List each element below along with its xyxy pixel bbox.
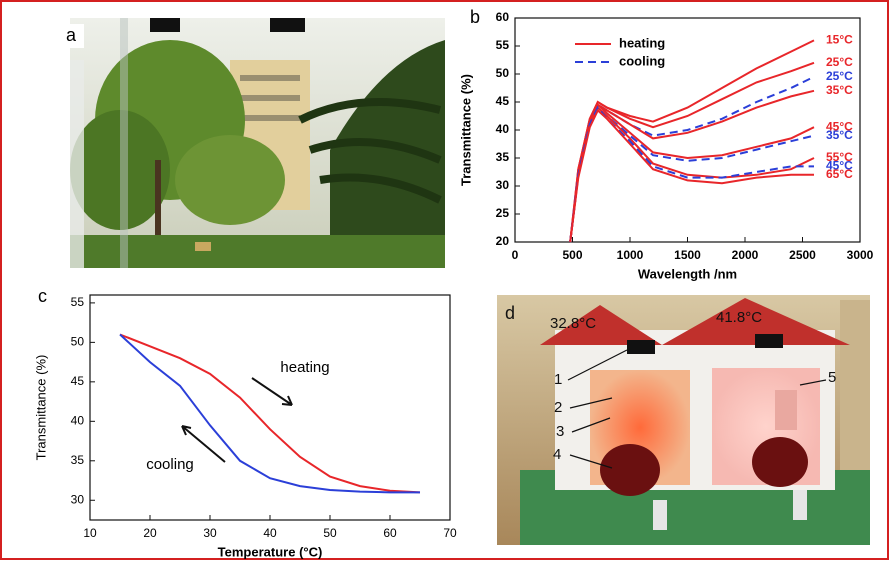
- legend-label: heating: [619, 35, 665, 50]
- y-axis-title: Transmittance (%): [458, 74, 473, 186]
- callout: 5: [828, 369, 836, 386]
- y-axis-title: Transmittance (%): [33, 355, 48, 461]
- x-tick-label: 3000: [847, 248, 874, 262]
- y-tick-label: 35: [71, 453, 85, 467]
- legend-label: cooling: [619, 53, 665, 68]
- x-tick-label: 2000: [732, 248, 759, 262]
- curve-label: 45°C: [826, 159, 853, 173]
- x-tick-label: 10: [83, 526, 97, 540]
- x-tick-label: 20: [143, 526, 157, 540]
- curve-label: 35°C: [826, 83, 853, 97]
- y-tick-label: 50: [71, 335, 85, 349]
- series-line: [569, 61, 815, 243]
- callout: 3: [556, 423, 564, 440]
- photo-a: a: [56, 18, 445, 268]
- curve-label: 55°C: [826, 150, 853, 164]
- panel-label: b: [470, 7, 480, 27]
- y-tick-label: 40: [496, 122, 510, 136]
- y-tick-label: 20: [496, 234, 510, 248]
- curve-label: 25°C: [826, 69, 853, 83]
- callout: 4: [553, 446, 561, 463]
- x-tick-label: 500: [562, 248, 582, 262]
- photo-d: d 32.8°C 41.8°C 1 2 3 4 5: [497, 295, 870, 545]
- annotation: heating: [280, 359, 329, 376]
- reading: 41.8°C: [716, 309, 762, 326]
- y-tick-label: 50: [496, 66, 510, 80]
- y-tick-label: 45: [71, 374, 85, 388]
- curve-label: 45°C: [826, 119, 853, 133]
- y-tick-label: 40: [71, 413, 85, 427]
- y-tick-label: 30: [496, 178, 510, 192]
- x-tick-label: 70: [443, 526, 457, 540]
- curve-label: 35°C: [826, 128, 853, 142]
- plot-frame: [89, 294, 451, 521]
- y-tick-label: 45: [496, 94, 510, 108]
- annotation: cooling: [146, 456, 194, 473]
- panel-label: a: [66, 25, 77, 45]
- callout: 1: [554, 371, 562, 388]
- arrow: [251, 377, 293, 406]
- panel-label: c: [38, 286, 47, 306]
- callout: 2: [554, 399, 562, 416]
- series-line: [569, 108, 814, 243]
- x-tick-label: 40: [263, 526, 277, 540]
- x-axis-title: Temperature (°C): [218, 544, 323, 559]
- y-tick-label: 60: [496, 10, 510, 24]
- series-line: [569, 105, 815, 243]
- x-tick-label: 1500: [674, 248, 701, 262]
- x-axis-title: Wavelength /nm: [638, 266, 737, 281]
- y-tick-label: 35: [496, 150, 510, 164]
- x-tick-label: 30: [203, 526, 217, 540]
- y-tick-label: 25: [496, 206, 510, 220]
- x-tick-label: 2500: [789, 248, 816, 262]
- x-tick-label: 50: [323, 526, 337, 540]
- x-tick-label: 0: [512, 248, 519, 262]
- y-tick-label: 55: [496, 38, 510, 52]
- curve-label: 25°C: [826, 55, 853, 69]
- arrow: [181, 425, 226, 463]
- reading: 32.8°C: [550, 315, 596, 332]
- x-tick-label: 1000: [617, 248, 644, 262]
- y-tick-label: 30: [71, 492, 85, 506]
- curve-label: 15°C: [826, 33, 853, 47]
- panel-label: d: [505, 303, 515, 323]
- curve-label: 65°C: [826, 167, 853, 181]
- series-line: [119, 333, 421, 494]
- series-line: [119, 333, 420, 494]
- series-line: [569, 103, 815, 243]
- x-tick-label: 60: [383, 526, 397, 540]
- series-line: [569, 75, 815, 243]
- y-tick-label: 55: [71, 295, 85, 309]
